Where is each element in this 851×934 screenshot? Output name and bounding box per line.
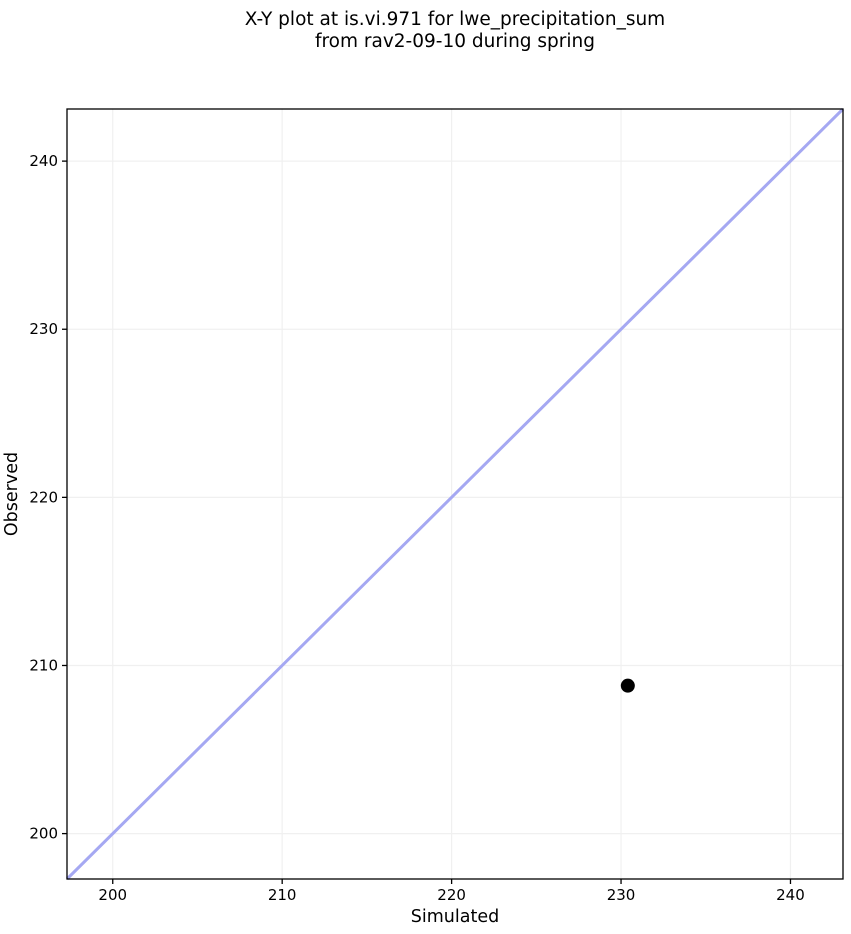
x-tick-label: 230 (607, 886, 636, 904)
chart-title-line2: from rav2-09-10 during spring (314, 31, 596, 52)
y-tick-label: 220 (29, 488, 58, 506)
y-tick-label: 230 (29, 320, 58, 338)
data-point (620, 678, 635, 693)
plot-border (66, 108, 844, 880)
chart-title: X-Y plot at is.vi.971 for lwe_precipitat… (67, 9, 843, 53)
x-tick-label: 200 (98, 886, 127, 904)
y-tick-label: 240 (29, 152, 58, 170)
x-tick-label: 210 (268, 886, 297, 904)
x-axis-label: Simulated (411, 907, 499, 927)
y-tick-label: 210 (29, 656, 58, 674)
y-axis-label: Observed (2, 452, 22, 536)
y-tick-label: 200 (29, 825, 58, 843)
identity-line (65, 107, 845, 881)
chart-title-line1: X-Y plot at is.vi.971 for lwe_precipitat… (244, 9, 666, 30)
x-tick-label: 240 (776, 886, 805, 904)
x-tick-label: 220 (437, 886, 466, 904)
